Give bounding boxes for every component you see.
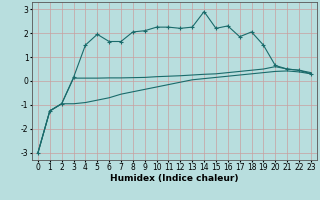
X-axis label: Humidex (Indice chaleur): Humidex (Indice chaleur) bbox=[110, 174, 239, 183]
